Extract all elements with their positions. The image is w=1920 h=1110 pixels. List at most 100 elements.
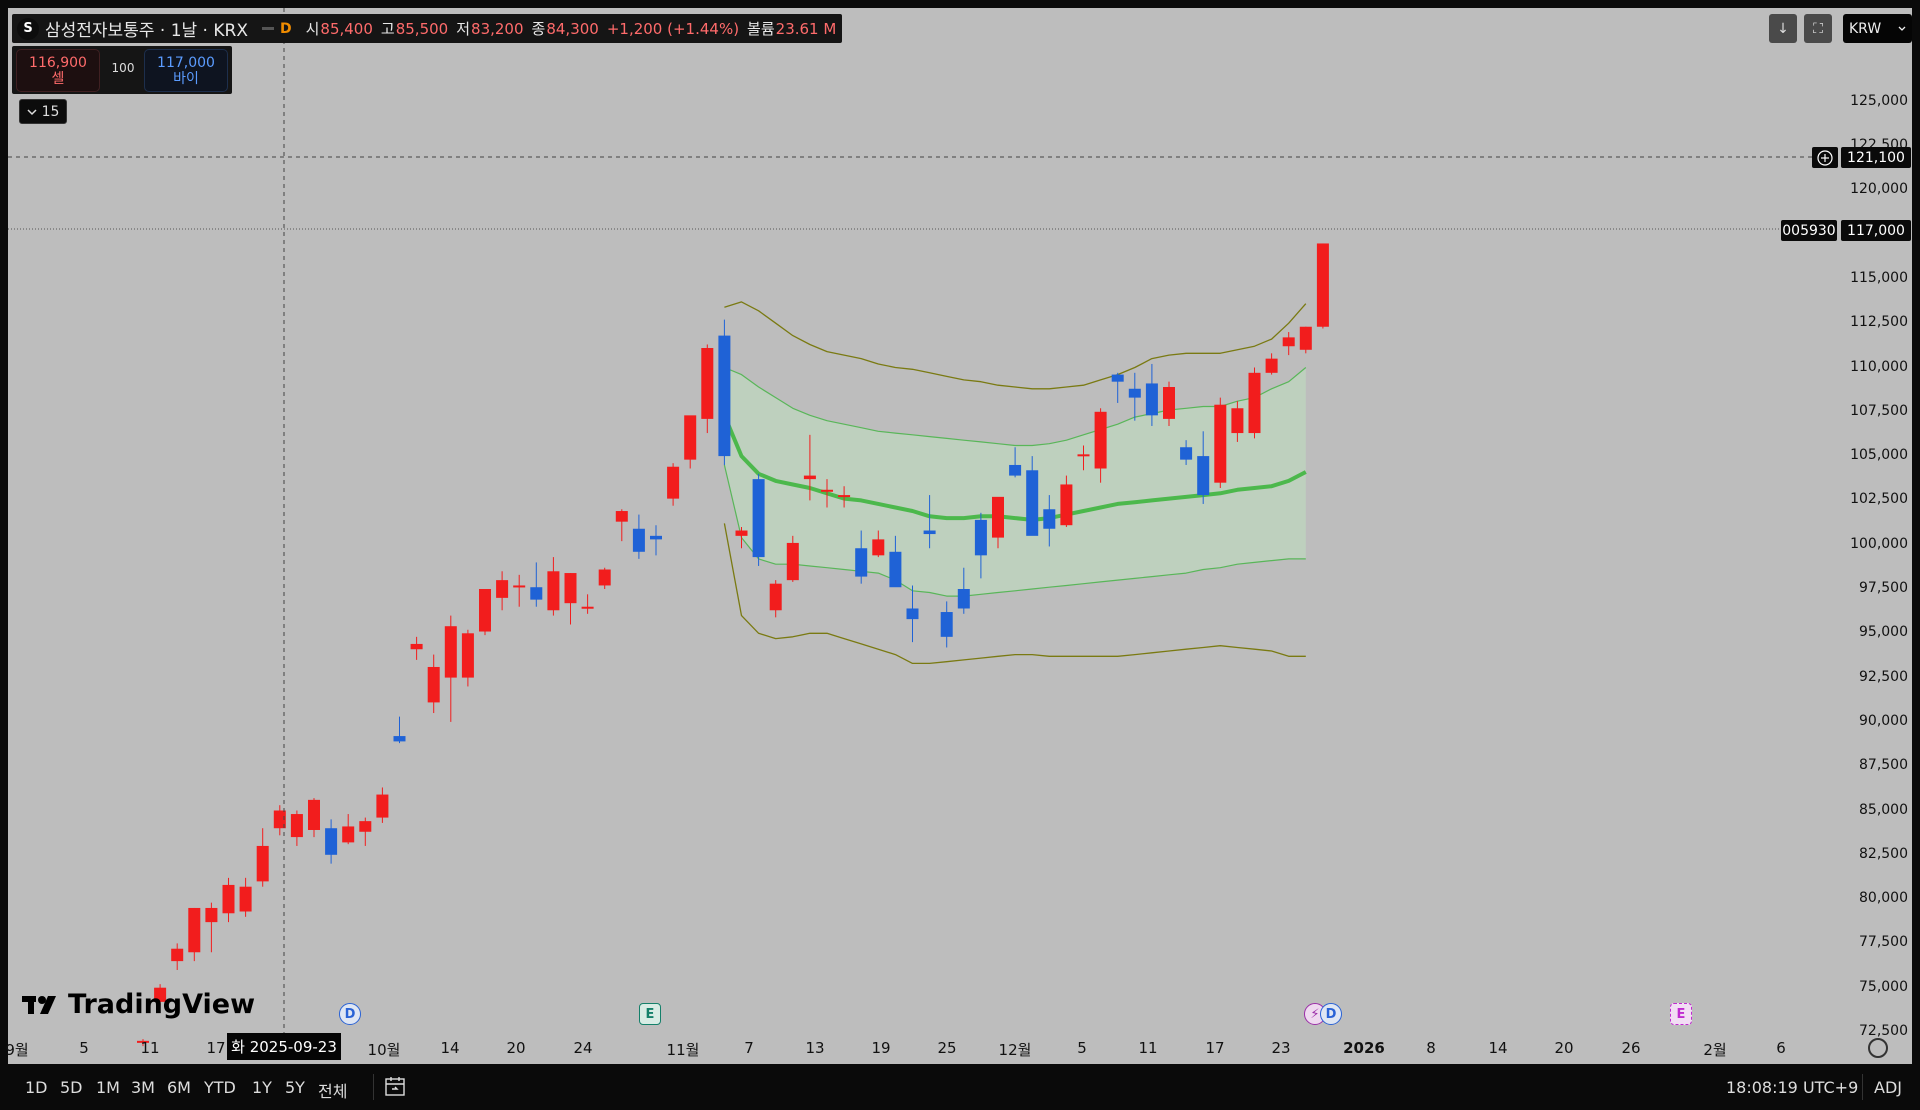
dividend-event-marker[interactable]: D	[339, 1003, 361, 1025]
range-button-1y[interactable]: 1Y	[252, 1078, 272, 1097]
candle[interactable]	[701, 344, 714, 434]
range-button-1m[interactable]: 1M	[96, 1078, 120, 1097]
adjust-toggle[interactable]: ADJ	[1874, 1078, 1902, 1097]
candle[interactable]	[718, 319, 731, 465]
candle[interactable]	[342, 814, 355, 845]
candle[interactable]	[684, 415, 697, 469]
range-button-전체[interactable]: 전체	[318, 1082, 348, 1101]
candle[interactable]	[957, 567, 970, 614]
candle[interactable]	[838, 486, 851, 508]
candle[interactable]	[513, 574, 526, 607]
candle[interactable]	[496, 571, 509, 611]
candle[interactable]	[632, 514, 645, 559]
chart-area[interactable]	[8, 8, 1912, 1064]
range-button-6m[interactable]: 6M	[167, 1078, 191, 1097]
candle[interactable]	[769, 580, 782, 618]
range-button-ytd[interactable]: YTD	[204, 1078, 236, 1097]
candle[interactable]	[752, 473, 765, 566]
candle[interactable]	[444, 615, 457, 722]
candle[interactable]	[256, 828, 269, 887]
candle[interactable]	[889, 535, 902, 588]
candle[interactable]	[1180, 440, 1193, 465]
candle[interactable]	[564, 573, 577, 625]
sell-button[interactable]: 116,900 셀	[16, 49, 100, 92]
candle[interactable]	[410, 636, 423, 660]
candle[interactable]	[427, 654, 440, 714]
candle[interactable]	[1248, 367, 1261, 439]
candle[interactable]	[1094, 408, 1107, 483]
candle[interactable]	[1026, 456, 1039, 536]
candle[interactable]	[137, 1039, 149, 1047]
candle[interactable]	[786, 535, 799, 582]
candle[interactable]	[1060, 475, 1073, 527]
candle[interactable]	[1282, 332, 1295, 356]
candle[interactable]	[1197, 431, 1210, 504]
fullscreen-button[interactable]: ⛶	[1804, 14, 1832, 43]
candle[interactable]	[205, 902, 218, 953]
symbol-title[interactable]: 삼성전자보통주 · 1날 · KRX	[45, 21, 248, 41]
candle[interactable]	[735, 526, 748, 549]
candle[interactable]	[855, 530, 868, 584]
range-button-5d[interactable]: 5D	[60, 1078, 83, 1097]
candle[interactable]	[188, 907, 201, 962]
candle-body	[1094, 411, 1107, 469]
earnings-event-marker[interactable]: E	[639, 1003, 661, 1025]
candle[interactable]	[581, 594, 594, 614]
indicators-toggle-button[interactable]: 15	[19, 99, 67, 124]
symbol-legend[interactable]: S 삼성전자보통주 · 1날 · KRX D 시 85,400 고 85,500 저…	[12, 14, 843, 43]
candle[interactable]	[479, 589, 491, 636]
candle[interactable]	[376, 787, 389, 823]
candle[interactable]	[1043, 495, 1056, 547]
candle[interactable]	[1265, 353, 1278, 375]
candle[interactable]	[974, 512, 987, 579]
candle[interactable]	[992, 496, 1004, 549]
add-alert-button[interactable]	[1812, 147, 1838, 168]
candle[interactable]	[872, 530, 885, 558]
candle[interactable]	[1214, 397, 1227, 488]
go-to-date-button[interactable]	[383, 1075, 409, 1103]
dividend-event-marker[interactable]: D	[1320, 1003, 1342, 1025]
candle[interactable]	[359, 817, 372, 846]
candle[interactable]	[273, 805, 286, 836]
candle[interactable]	[1299, 326, 1312, 354]
price-chart[interactable]	[8, 8, 1912, 1064]
candle[interactable]	[461, 629, 474, 687]
candle[interactable]	[923, 495, 936, 549]
candle[interactable]	[1128, 372, 1141, 421]
candle[interactable]	[154, 984, 167, 1006]
candle[interactable]	[1231, 401, 1244, 442]
candle[interactable]	[547, 557, 560, 616]
candle[interactable]	[1163, 381, 1175, 426]
candle[interactable]	[940, 601, 953, 648]
candle[interactable]	[1316, 243, 1329, 329]
currency-select[interactable]: KRW	[1843, 14, 1912, 43]
candle[interactable]	[1077, 445, 1090, 471]
candle[interactable]	[530, 562, 543, 607]
candle[interactable]	[308, 798, 320, 838]
candle[interactable]	[393, 716, 406, 744]
candle[interactable]	[1145, 363, 1158, 426]
candle[interactable]	[239, 877, 252, 917]
range-button-5y[interactable]: 5Y	[285, 1078, 305, 1097]
gear-icon[interactable]	[1868, 1038, 1888, 1058]
candle[interactable]	[222, 877, 235, 923]
quantity-field[interactable]: 100	[111, 61, 135, 75]
range-button-1d[interactable]: 1D	[25, 1078, 48, 1097]
candle[interactable]	[290, 810, 303, 846]
candle[interactable]	[615, 509, 628, 542]
range-button-3m[interactable]: 3M	[131, 1078, 155, 1097]
candle[interactable]	[667, 463, 680, 506]
download-button[interactable]: ↓	[1769, 14, 1797, 43]
candle[interactable]	[325, 819, 338, 864]
candle[interactable]	[821, 479, 833, 508]
candle[interactable]	[1009, 447, 1022, 478]
candle[interactable]	[171, 943, 184, 970]
upcoming-earnings-event-marker[interactable]: E	[1670, 1003, 1692, 1025]
candle[interactable]	[906, 585, 919, 643]
candle[interactable]	[1111, 372, 1124, 403]
candle[interactable]	[598, 567, 611, 589]
clock-timezone[interactable]: 18:08:19 UTC+9	[1726, 1078, 1859, 1097]
buy-button[interactable]: 117,000 바이	[144, 49, 228, 92]
candle[interactable]	[650, 525, 662, 556]
candle[interactable]	[803, 434, 816, 501]
